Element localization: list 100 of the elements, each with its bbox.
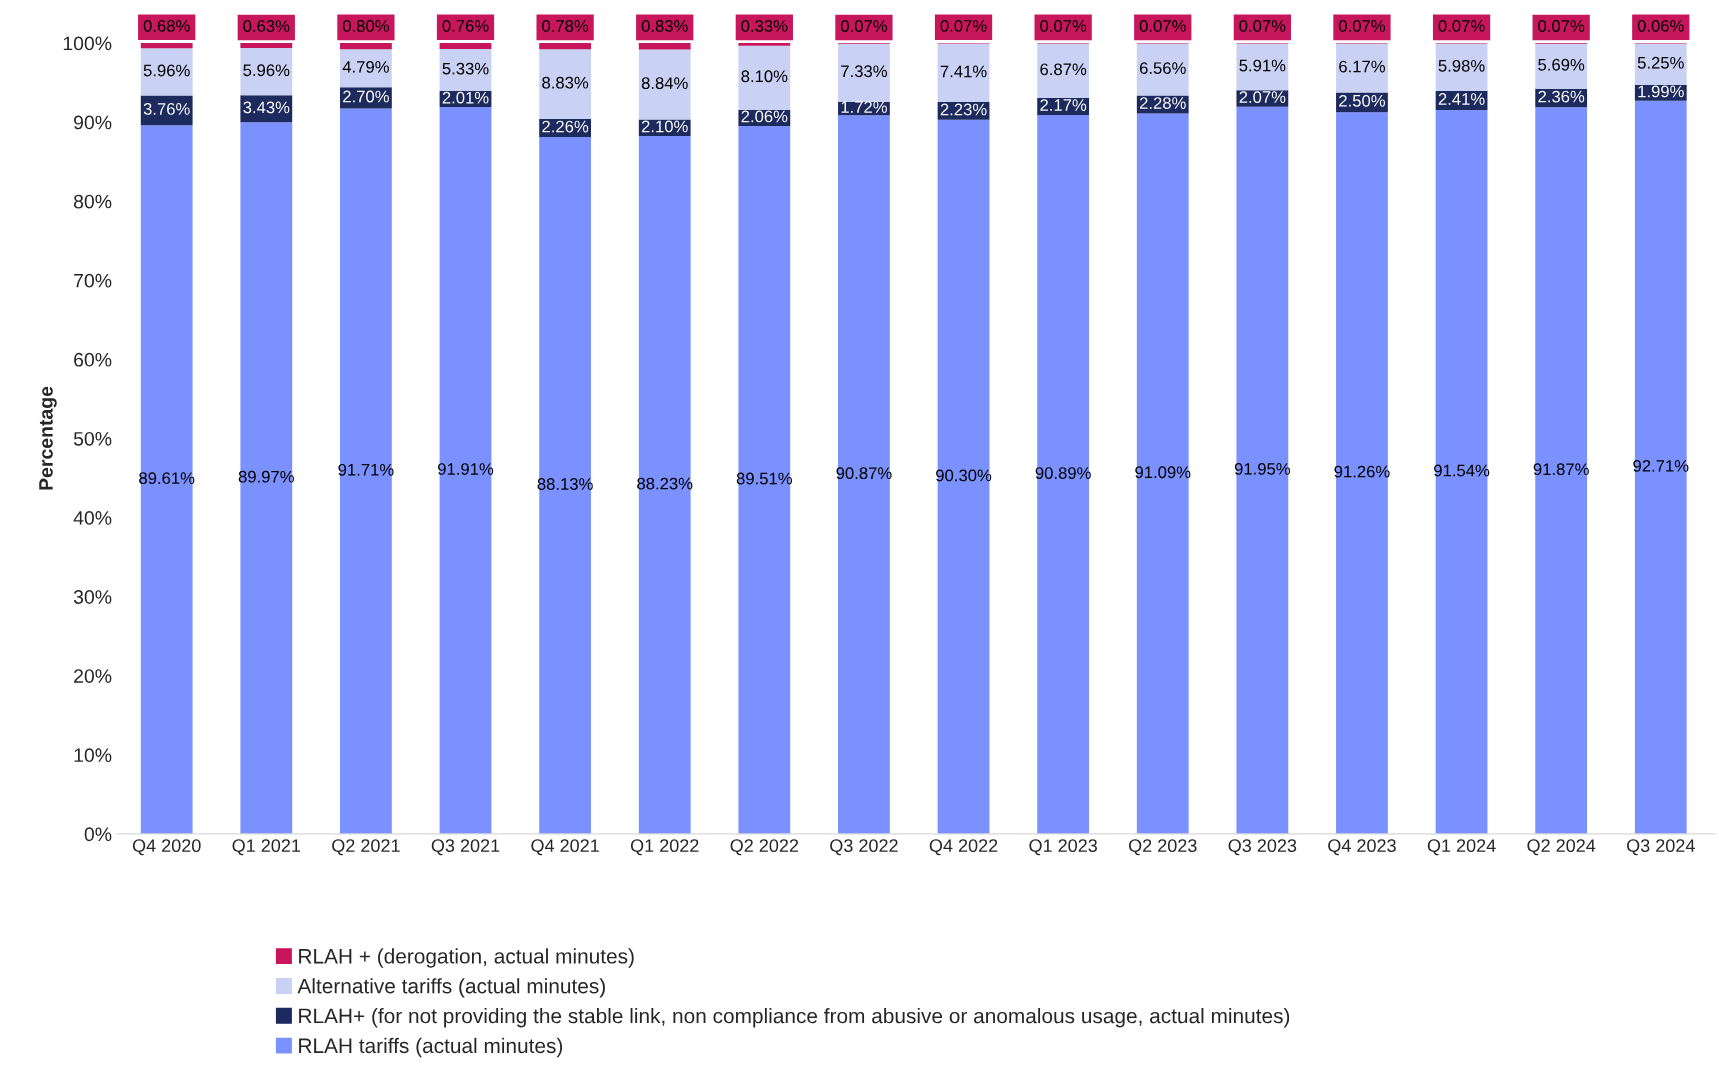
legend-label: RLAH+ (for not providing the stable link, non compliance from abusive or anomalous usage, actual minutes) bbox=[299, 1007, 1290, 1028]
data-label: 1.72% bbox=[841, 101, 887, 113]
bar bbox=[439, 107, 492, 834]
data-label: 2.07% bbox=[1239, 91, 1286, 103]
data-label: 5.25% bbox=[1637, 56, 1684, 69]
bar bbox=[539, 49, 592, 120]
x-tick-label: Q2 2022 bbox=[730, 839, 799, 856]
bar bbox=[340, 108, 392, 834]
data-label: 6.56% bbox=[1139, 62, 1186, 75]
bar bbox=[838, 115, 890, 834]
x-tick-label: Q1 2024 bbox=[1427, 839, 1496, 856]
data-label: 0.83% bbox=[641, 20, 688, 32]
data-label: 90.89% bbox=[1035, 467, 1091, 479]
data-label: 6.17% bbox=[1339, 60, 1385, 73]
bar bbox=[340, 87, 392, 109]
data-label: 2.06% bbox=[741, 110, 788, 123]
data-label: 0.07% bbox=[1239, 20, 1286, 32]
x-tick-label: Q3 2023 bbox=[1228, 839, 1297, 856]
data-label: 2.01% bbox=[442, 91, 489, 104]
data-label: 91.71% bbox=[338, 463, 394, 476]
bar bbox=[140, 125, 193, 834]
data-label: 0.76% bbox=[442, 19, 489, 32]
data-label: 8.83% bbox=[542, 76, 589, 89]
data-label: 5.91% bbox=[1239, 59, 1286, 72]
bar bbox=[240, 122, 293, 834]
x-tick-label: Q4 2023 bbox=[1328, 839, 1396, 856]
data-label: 0.80% bbox=[342, 20, 389, 32]
x-tick-label: Q3 2024 bbox=[1627, 839, 1695, 856]
data-label: 2.10% bbox=[641, 120, 688, 133]
data-label: 0.07% bbox=[1438, 20, 1485, 32]
data-label: 0.07% bbox=[1040, 20, 1087, 32]
data-label: 2.17% bbox=[1040, 99, 1087, 111]
data-label: 91.09% bbox=[1135, 466, 1191, 479]
data-label: 88.13% bbox=[537, 478, 593, 490]
y-tick-label: 40% bbox=[73, 511, 112, 525]
bar bbox=[439, 48, 492, 92]
y-tick-label: 0% bbox=[84, 827, 112, 842]
data-label: 0.07% bbox=[1538, 20, 1585, 32]
x-tick-label: Q2 2024 bbox=[1527, 839, 1596, 856]
data-label: 5.96% bbox=[243, 64, 290, 77]
y-tick-label: 100% bbox=[63, 36, 112, 51]
bar bbox=[539, 136, 592, 834]
data-label: 1.99% bbox=[1638, 85, 1684, 98]
data-label: 0.78% bbox=[542, 20, 589, 32]
data-label: 5.33% bbox=[442, 62, 489, 75]
bar bbox=[1236, 106, 1289, 834]
x-tick-label: Q1 2021 bbox=[232, 839, 301, 856]
data-label: 5.69% bbox=[1538, 58, 1585, 71]
bar bbox=[140, 95, 193, 126]
y-tick-label: 50% bbox=[73, 431, 112, 446]
y-tick-label: 90% bbox=[74, 115, 112, 130]
data-label: 0.07% bbox=[1338, 20, 1385, 32]
data-label: 2.70% bbox=[343, 90, 389, 103]
data-label: 90.87% bbox=[836, 467, 892, 480]
data-label: 91.54% bbox=[1434, 464, 1490, 477]
y-tick-label: 20% bbox=[74, 669, 112, 683]
data-label: 0.63% bbox=[243, 20, 290, 32]
bar bbox=[1634, 43, 1687, 85]
data-label: 0.07% bbox=[940, 19, 987, 32]
bar bbox=[439, 43, 492, 49]
data-label: 0.06% bbox=[1637, 19, 1684, 32]
data-label: 2.50% bbox=[1339, 94, 1385, 107]
bar bbox=[738, 126, 791, 834]
x-tick-label: Q4 2020 bbox=[132, 839, 201, 856]
data-label: 2.23% bbox=[940, 103, 987, 116]
data-label: 89.61% bbox=[139, 472, 195, 485]
bar bbox=[1435, 109, 1488, 834]
data-label: 91.26% bbox=[1334, 465, 1390, 478]
legend-label: RLAH + (derogation, actual minutes) bbox=[299, 948, 634, 968]
data-label: 7.33% bbox=[841, 65, 887, 78]
data-label: 0.33% bbox=[741, 20, 788, 32]
bar bbox=[638, 49, 691, 120]
bar bbox=[738, 45, 791, 110]
x-tick-label: Q3 2021 bbox=[431, 839, 500, 856]
data-label: 92.71% bbox=[1633, 459, 1689, 472]
data-label: 5.96% bbox=[143, 64, 190, 77]
x-tick-label: Q1 2022 bbox=[630, 839, 699, 856]
data-label: 8.84% bbox=[641, 77, 688, 90]
bar bbox=[340, 49, 392, 88]
data-label: 89.97% bbox=[238, 470, 294, 483]
data-label: 0.07% bbox=[1139, 20, 1186, 32]
bar bbox=[937, 119, 990, 834]
bar bbox=[1634, 100, 1687, 834]
bar bbox=[1136, 113, 1189, 834]
x-tick-label: Q4 2021 bbox=[531, 839, 599, 856]
x-tick-label: Q4 2022 bbox=[929, 839, 998, 856]
data-label: 7.41% bbox=[940, 65, 987, 78]
data-label: 2.36% bbox=[1538, 90, 1585, 103]
data-label: 2.26% bbox=[542, 120, 589, 133]
legend-label: RLAH tariffs (actual minutes) bbox=[299, 1037, 563, 1058]
data-label: 0.07% bbox=[840, 20, 887, 32]
data-label: 91.87% bbox=[1533, 463, 1589, 476]
data-label: 2.28% bbox=[1139, 97, 1186, 109]
data-label: 8.10% bbox=[741, 70, 788, 83]
data-label: 4.79% bbox=[342, 60, 389, 73]
bar bbox=[1535, 107, 1588, 834]
data-label: 89.51% bbox=[736, 472, 792, 485]
x-tick-label: Q3 2022 bbox=[830, 839, 898, 856]
y-axis-title: Percentage bbox=[39, 386, 57, 490]
data-label: 0.68% bbox=[143, 19, 190, 32]
